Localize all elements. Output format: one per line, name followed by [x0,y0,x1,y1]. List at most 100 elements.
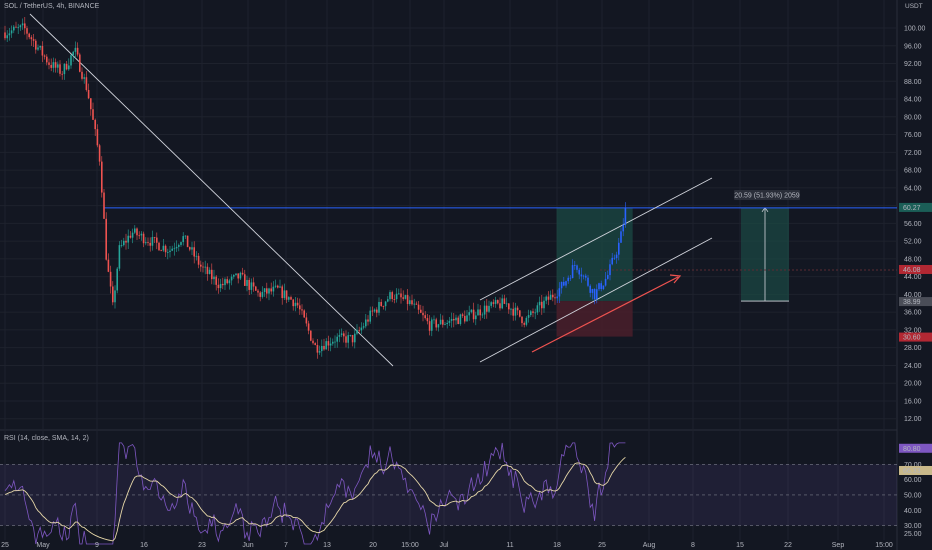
price-tag-red-upper: 46.08 [903,267,921,274]
candle-body [167,252,169,253]
candle [202,262,204,273]
candle [268,287,270,301]
candle-body [105,218,107,260]
candle [523,321,525,328]
candle-body [244,274,246,286]
candle-body [512,308,514,316]
candle [156,232,158,250]
price-tick-label: 64.00 [904,185,922,192]
candle-body [129,235,132,238]
candle-body [490,302,492,306]
candle-body [107,259,110,272]
candle [556,289,558,304]
candle [312,338,314,345]
candle [505,297,508,307]
candle [338,329,341,343]
candle-body [523,323,525,325]
candle [259,290,261,302]
candle-body [26,28,28,34]
candle [591,288,594,300]
price-tick-label: 72.00 [904,150,922,157]
candle-body [76,47,79,55]
candle [59,60,61,77]
candle [618,237,620,261]
candle-body [433,319,435,321]
candle-body [266,288,268,294]
price-tick-label: 20.00 [904,381,922,388]
candle [65,61,68,71]
candle-body [259,292,261,297]
candle [48,58,50,70]
candle [244,269,246,287]
candle [415,301,418,305]
price-tick-label: 56.00 [904,221,922,228]
candle [545,295,547,305]
candle-body [422,312,424,316]
candle [439,313,442,325]
candle-body [127,235,129,243]
candle [387,295,389,303]
time-tick-label: 11 [506,542,513,549]
candle-body [461,314,464,316]
candle-body [32,39,35,41]
candle-body [563,281,565,286]
candle-body [156,237,158,243]
candle-body [384,301,387,307]
candle-body [503,298,506,304]
candle [61,71,63,80]
price-tag-red-upper-bg [899,264,932,274]
candle [492,299,495,308]
candle-body [24,23,26,29]
candle [494,296,497,308]
candle-body [241,272,244,275]
candle [263,287,266,297]
candle [6,30,8,42]
candle-body [294,302,297,307]
candle-body [63,63,66,75]
candle-body [571,265,574,279]
candle [349,334,352,337]
candle-body [54,62,57,68]
candle [127,229,129,250]
candle-body [538,301,541,306]
candle [142,231,145,248]
candle [224,277,226,291]
candle [395,288,398,303]
candle-body [527,315,530,318]
candle-body [252,282,255,287]
candle [261,286,264,299]
time-tick-label: Jun [242,542,253,549]
candle [475,311,477,326]
candle [222,277,224,290]
candle-body [116,268,118,291]
price-tick-label: 48.00 [904,256,922,263]
candle-body [596,289,598,300]
candle-body [147,242,149,244]
candle [63,63,66,80]
candle-body [83,77,85,79]
candle [299,298,301,315]
candle [547,291,550,306]
candle-body [6,35,8,39]
candle-body [279,286,281,288]
candle [167,248,169,260]
candle [406,288,409,311]
candle-body [387,299,389,302]
candle [558,282,561,304]
candle [615,251,618,264]
candle [303,309,305,318]
rsi-title[interactable]: RSI (14, close, SMA, 14, 2) [4,435,89,442]
candle-body [494,300,497,304]
candle [35,38,37,54]
rsi-tick-label: 40.00 [904,508,922,515]
candle-body [230,276,233,281]
candle [488,300,490,313]
candle-body [145,242,147,244]
candle [448,316,451,326]
candle [622,218,624,237]
symbol-title[interactable]: SOL / TetherUS, 4h, BINANCE [4,3,100,10]
candle [345,330,347,348]
candle [310,330,312,342]
candle-body [140,233,143,236]
